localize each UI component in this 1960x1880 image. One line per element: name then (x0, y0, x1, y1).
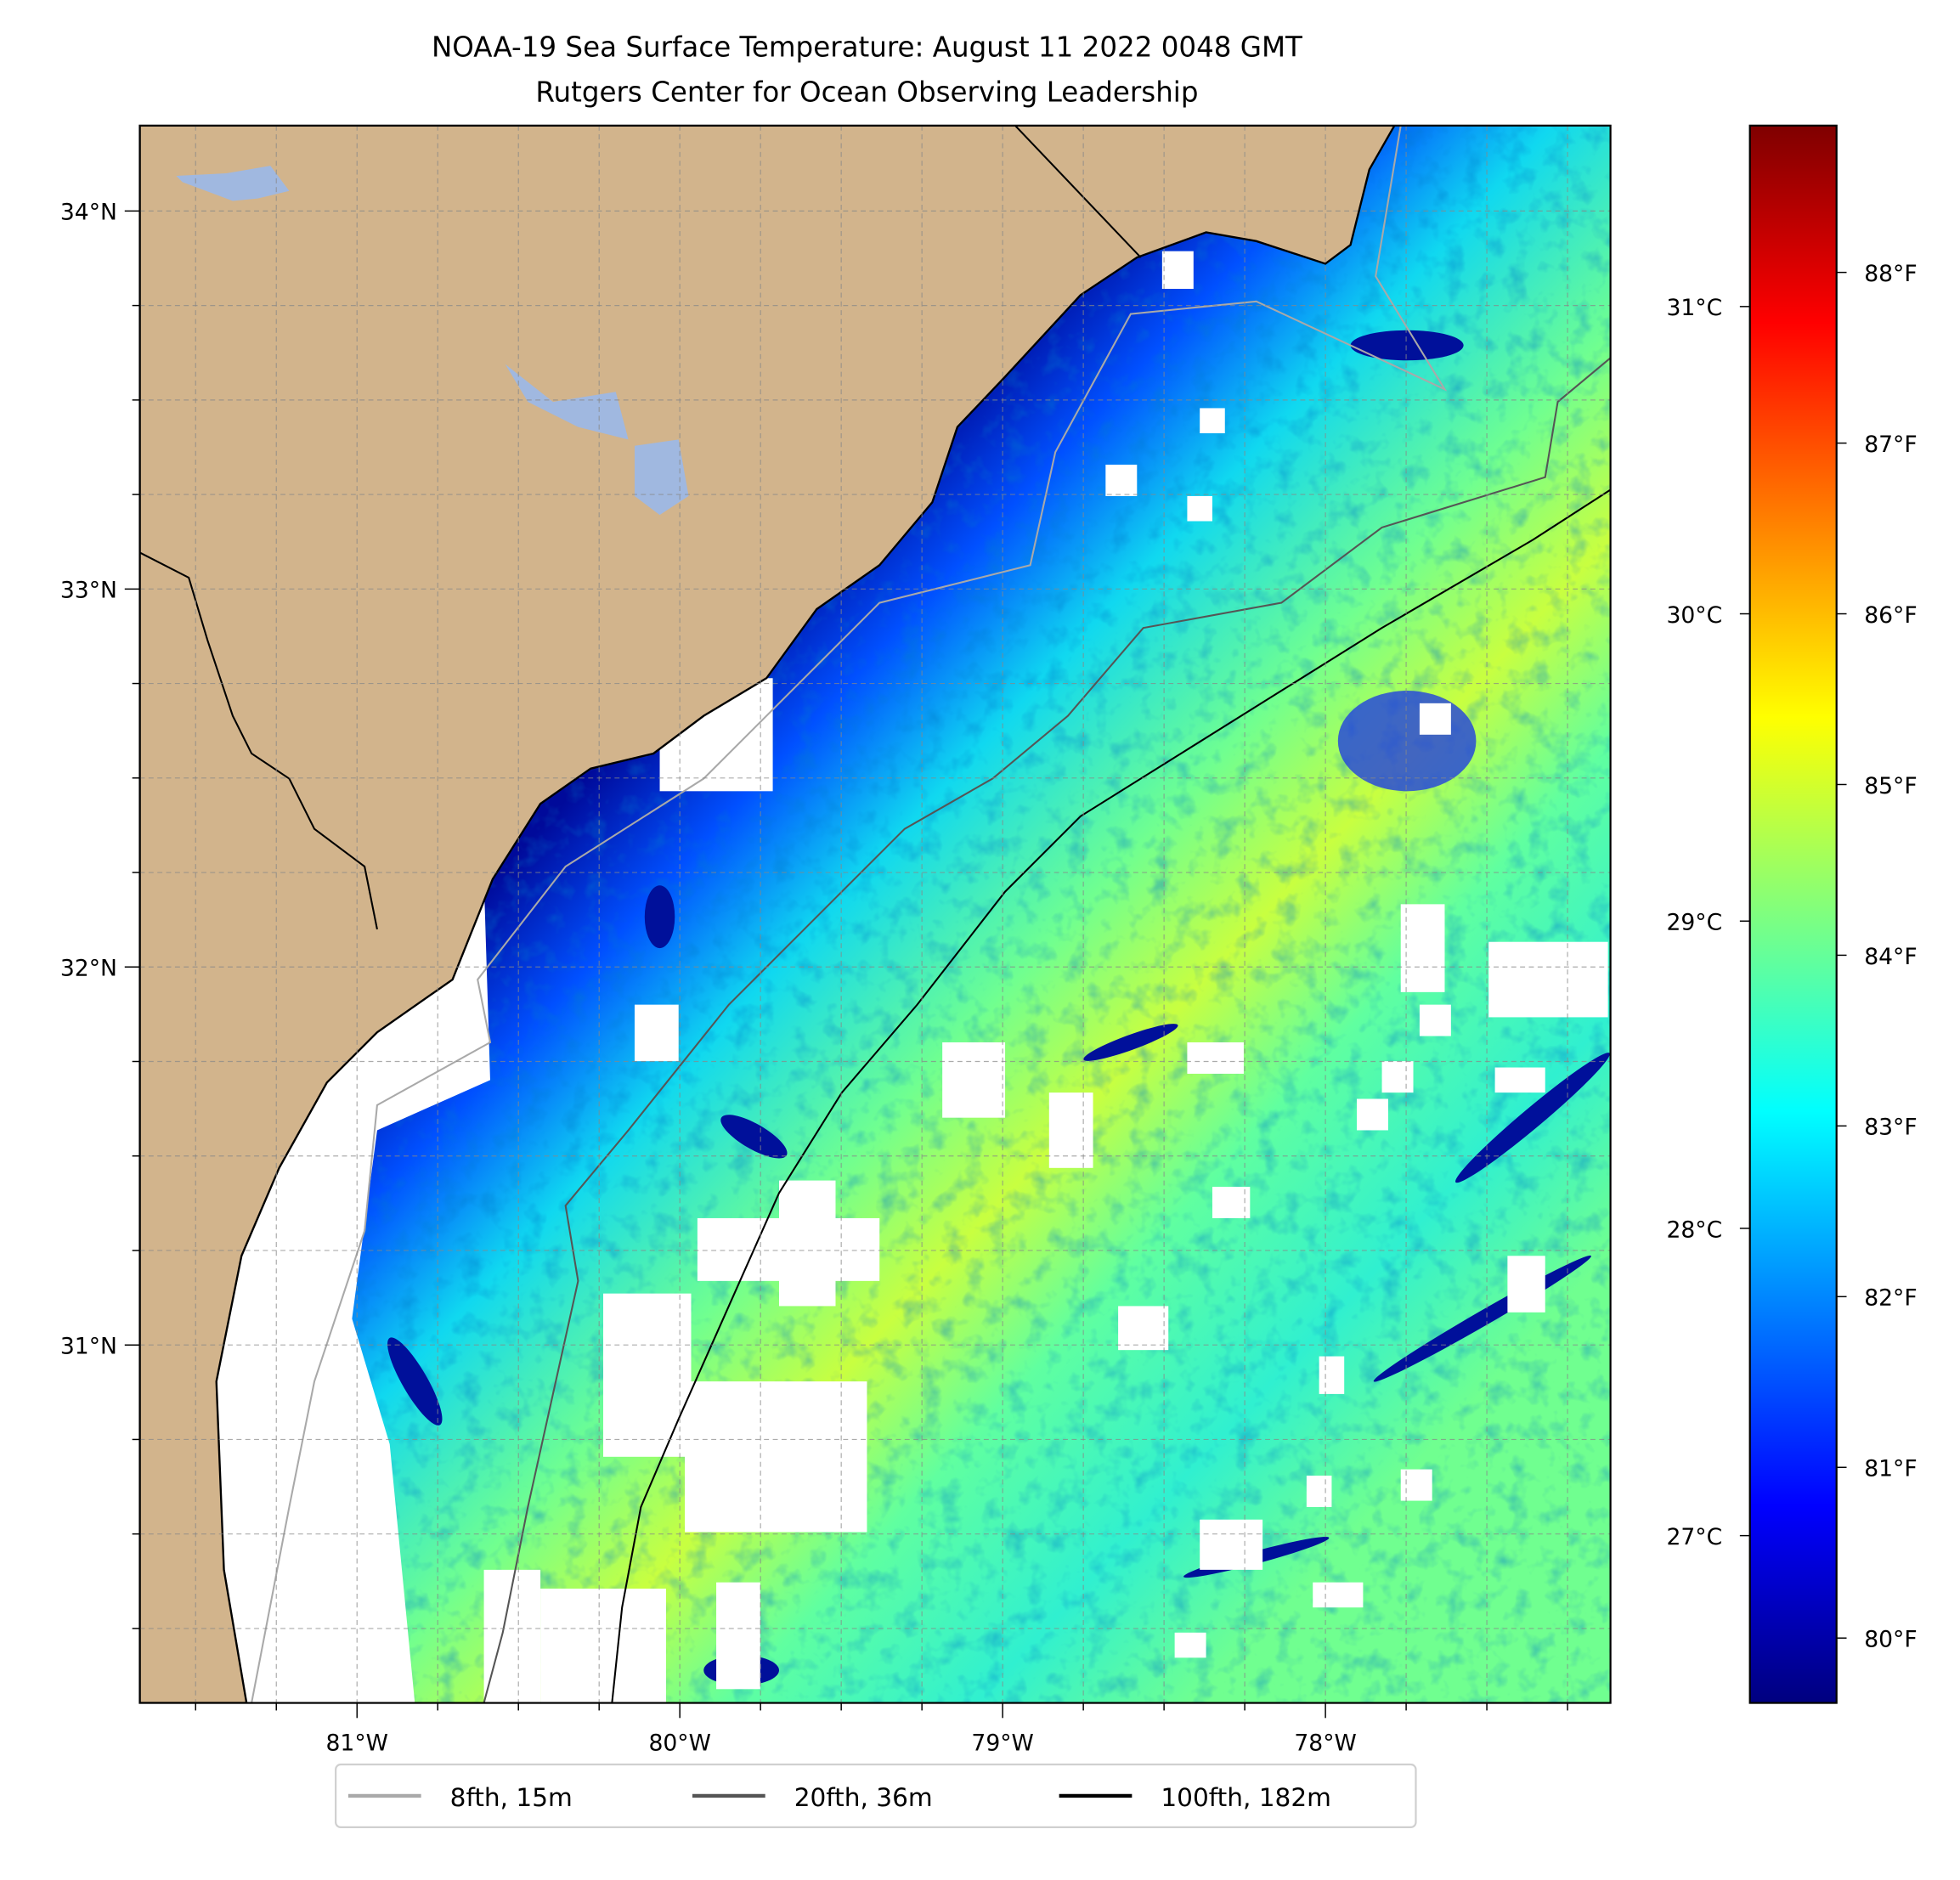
title-line-2: Rutgers Center for Ocean Observing Leade… (535, 76, 1198, 109)
colorbar-ticks: 88°F 87°F 86°F 85°F 84°F 83°F 82°F 81°F 80°F 31°C… (1666, 261, 1917, 1653)
colorbar-f-label: 83°F (1864, 1115, 1917, 1141)
legend-label-15m: 8fth, 15m (450, 1783, 573, 1812)
lat-tick-label: 31°N (60, 1334, 117, 1360)
title-line-1: NOAA-19 Sea Surface Temperature: August … (432, 31, 1302, 64)
lon-tick-label: 80°W (648, 1730, 710, 1757)
map-frame (138, 124, 1612, 1704)
isobath-legend: 8fth, 15m 20fth, 36m 100fth, 182m (335, 1763, 1417, 1829)
lat-tick-label: 33°N (60, 578, 117, 604)
colorbar-f-label: 80°F (1864, 1627, 1917, 1653)
lon-tick-label: 81°W (326, 1730, 388, 1757)
isobath-182m (611, 488, 1611, 1703)
colorbar-c-label: 28°C (1666, 1217, 1722, 1243)
legend-label-182m: 100fth, 182m (1161, 1783, 1331, 1812)
lat-tick-label: 32°N (60, 956, 117, 982)
cloud-masks (483, 251, 1608, 1703)
colorbar-c-label: 30°C (1666, 602, 1722, 629)
colorbar-f-label: 81°F (1864, 1456, 1917, 1482)
colorbar-f-label: 88°F (1864, 261, 1917, 287)
colorbar-c-label: 31°C (1666, 295, 1722, 321)
isobath-15m (251, 125, 1448, 1703)
colorbar-f-label: 82°F (1864, 1285, 1917, 1312)
colorbar-c-label: 27°C (1666, 1524, 1722, 1550)
colorbar-f-label: 85°F (1864, 773, 1917, 799)
gridlines (139, 125, 1611, 1703)
colorbar-c-label: 29°C (1666, 910, 1722, 936)
colorbar-f-label: 86°F (1864, 602, 1917, 629)
state-border (1014, 125, 1142, 258)
colorbar (1748, 124, 1838, 1704)
no-data-nearshore (213, 878, 490, 1703)
lon-tick-label: 78°W (1294, 1730, 1356, 1757)
colorbar-f-label: 87°F (1864, 432, 1917, 458)
lakes (176, 166, 689, 516)
colorbar-f-label: 84°F (1864, 944, 1917, 970)
map-panel (139, 125, 1611, 1703)
interior-river (139, 551, 378, 930)
isobath-36m (483, 357, 1611, 1703)
legend-label-36m: 20fth, 36m (794, 1783, 933, 1812)
lat-tick-label: 34°N (60, 200, 117, 226)
lon-tick-label: 79°W (971, 1730, 1033, 1757)
map-axis-ticks: 81°W 80°W 79°W 78°W 34°N 33°N 32°N 31°N (60, 200, 1568, 1757)
land (139, 125, 1396, 1703)
